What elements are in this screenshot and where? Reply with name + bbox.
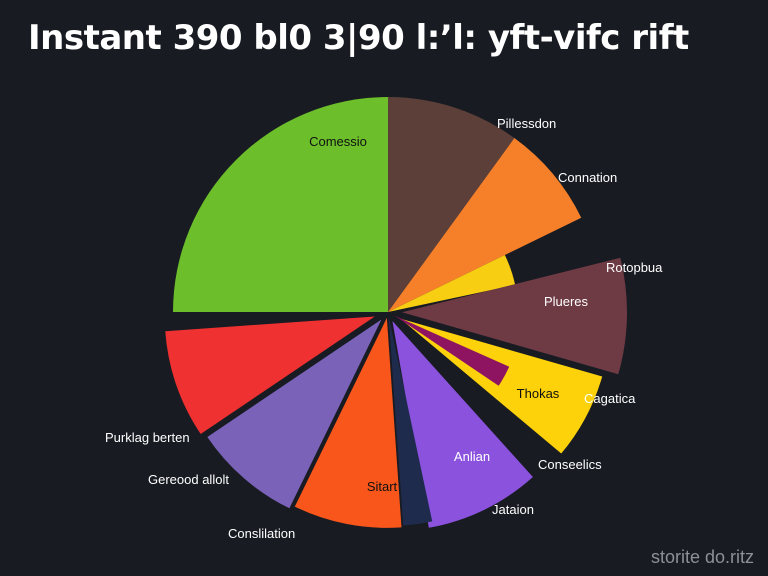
- pie-slice-magenta: [394, 315, 510, 386]
- outer-label-yellow: Cagatica: [584, 391, 636, 406]
- slice-label-purple: Anlian: [454, 449, 490, 464]
- watermark-text: storite do.ritz: [650, 547, 754, 567]
- outer-label-red: Gereood allolt: [148, 472, 229, 487]
- outer-label-orange: Connation: [558, 170, 617, 185]
- outer-label-red-extra: Purklag berten: [105, 430, 190, 445]
- pie-slice-lavender: [207, 319, 382, 509]
- pie-slice-green: [173, 97, 388, 312]
- chart-title: Instant 390 bl0 3|90 l:’l: yft-vifc rift: [28, 18, 689, 58]
- slice-label-green: Comessio: [309, 134, 367, 149]
- outer-label-navy: Jataion: [492, 502, 534, 517]
- pie-slice-purple: [392, 320, 533, 528]
- pie-slice-orange: [388, 138, 582, 312]
- pie-slice-yellow-small: [388, 255, 516, 312]
- pie-slice-navy: [388, 315, 433, 526]
- outer-label-purple: Conseelics: [538, 457, 602, 472]
- outer-label-plum: Rotopbua: [606, 260, 663, 275]
- slice-label-yellow: Thokas: [517, 386, 560, 401]
- pie-slice-orange-red: [294, 317, 402, 528]
- slice-label-orange-red: Sitart: [367, 479, 398, 494]
- slice-label-plum: Plueres: [544, 294, 589, 309]
- outer-label-lavender: Conslilation: [228, 526, 295, 541]
- outer-label-brown: Pillessdon: [497, 116, 556, 131]
- pie-slice-plum: [401, 257, 627, 375]
- pie-slice-red: [165, 316, 375, 434]
- pie-slice-brown: [388, 97, 515, 312]
